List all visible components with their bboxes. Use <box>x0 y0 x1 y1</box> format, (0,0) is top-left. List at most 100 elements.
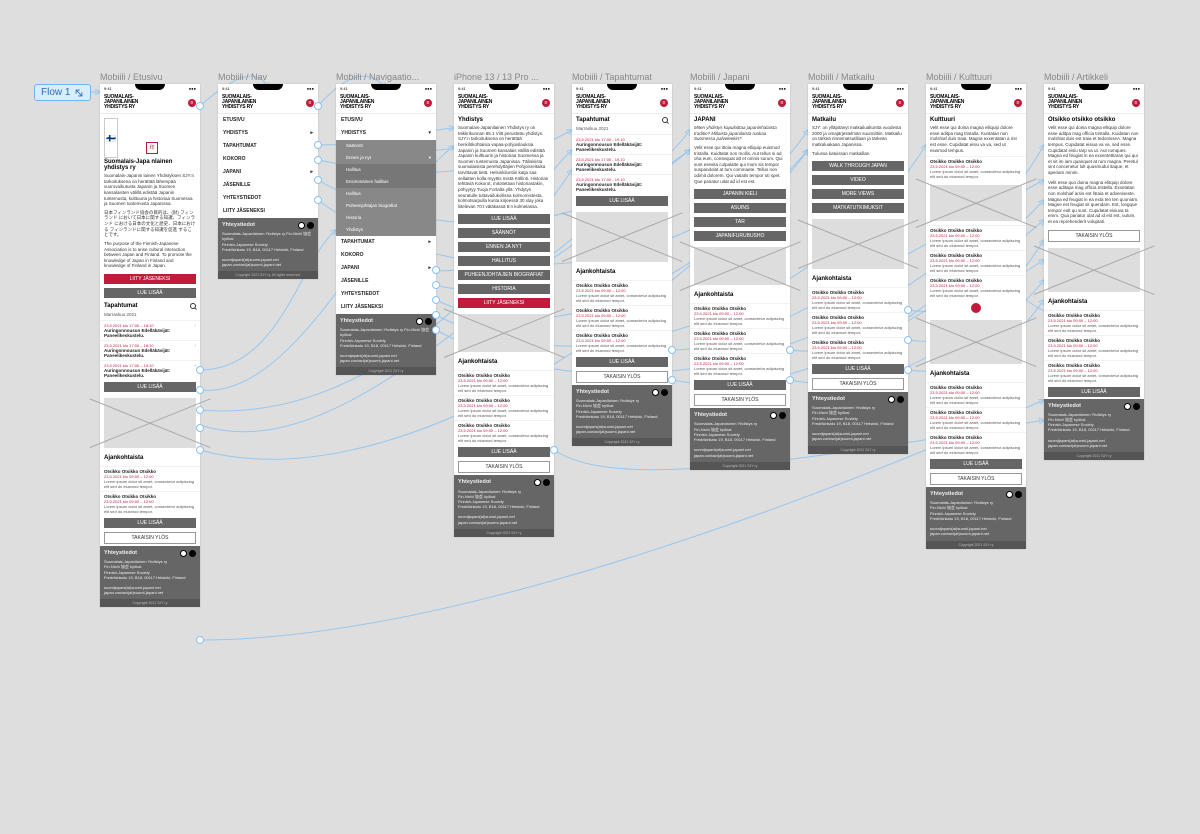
flow-node[interactable] <box>432 296 440 304</box>
more-button[interactable]: LUE LISÄÄ <box>694 380 786 390</box>
news-item[interactable]: Otsikko Otsikko Otsikko23.5.2021 klo 09:… <box>1044 360 1144 385</box>
flow-node[interactable] <box>786 346 794 354</box>
nav-item-jasenille[interactable]: JÄSENILLE <box>218 179 318 192</box>
news-item[interactable]: Otsikko Otsikko Otsikko23.5.2021 klo 09:… <box>454 420 554 445</box>
back-to-top-button[interactable]: TAKAISIN YLÖS <box>104 532 196 544</box>
flow-node[interactable] <box>196 386 204 394</box>
section-button[interactable]: TAR <box>694 217 786 227</box>
flow-node[interactable] <box>314 102 322 110</box>
flow-node[interactable] <box>196 406 204 414</box>
section-button[interactable]: MATKATUTKIMUKSIT <box>812 203 904 213</box>
nav-item-yhteystiedot[interactable]: YHTEYSTIEDOT <box>218 192 318 205</box>
menu-button[interactable]: ≡ <box>896 99 904 107</box>
nav-item-yhdistys[interactable]: YHDISTYS▸ <box>218 127 318 140</box>
news-item[interactable]: Otsikko Otsikko Otsikko23.5.2021 klo 09:… <box>690 328 790 353</box>
nav-item-etusivu[interactable]: ETUSIVU <box>218 114 318 127</box>
menu-button[interactable]: ≡ <box>542 99 550 107</box>
flow-node[interactable] <box>904 366 912 374</box>
frame-mobiili-navigaatio[interactable]: 9:41●●● SUOMALAIS-JAPANILAINENYHDISTYS R… <box>336 84 436 375</box>
news-item[interactable]: Otsikko Otsikko Otsikko23.5.2021 klo 09:… <box>454 395 554 420</box>
event-item[interactable]: 23.5.2021 klo 17:00 - 19.10Auringonnousu… <box>572 154 672 174</box>
flow-node[interactable] <box>432 266 440 274</box>
menu-button[interactable]: ≡ <box>1132 99 1140 107</box>
flow-node[interactable] <box>432 326 440 334</box>
nav-item[interactable]: KOKORO <box>336 249 436 262</box>
nav-item[interactable]: ETUSIVU <box>336 114 436 127</box>
nav-subitem[interactable]: Ensimmäinen hallitus <box>336 176 436 188</box>
flow-node[interactable] <box>314 141 322 149</box>
flow-node[interactable] <box>786 376 794 384</box>
section-button[interactable]: WALK THROUGH JAPAN <box>812 161 904 171</box>
more-button[interactable]: LUE LISÄÄ <box>458 214 550 224</box>
section-button[interactable]: JAPANIFURUBUSHO <box>694 231 786 241</box>
frame-mobiili-japani[interactable]: 9:41●●● SUOMALAIS-JAPANILAINENYHDISTYS R… <box>690 84 790 470</box>
more-button[interactable]: LUE LISÄÄ <box>1048 387 1140 397</box>
news-item[interactable]: Otsikko Otsikko Otsikko23.5.2021 klo 09:… <box>926 275 1026 300</box>
back-to-top-button[interactable]: TAKAISIN YLÖS <box>930 473 1022 485</box>
more-button[interactable]: LUE LISÄÄ <box>576 357 668 367</box>
menu-button[interactable]: ≡ <box>660 99 668 107</box>
join-button[interactable]: LIITY JÄSENEKSI <box>104 274 196 284</box>
more-button[interactable]: LUE LISÄÄ <box>458 447 550 457</box>
news-item[interactable]: Otsikko Otsikko Otsikko23.5.2021 klo 09:… <box>808 312 908 337</box>
section-button[interactable]: MORE VIEWS <box>812 189 904 199</box>
menu-button[interactable]: ≡ <box>778 99 786 107</box>
news-item[interactable]: Otsikko Otsikko Otsikko23.5.2021 klo 09:… <box>572 330 672 355</box>
section-button[interactable]: ENNEN JA NYT <box>458 242 550 252</box>
back-to-top-button[interactable]: TAKAISIN YLÖS <box>458 461 550 473</box>
more-button[interactable]: LUE LISÄÄ <box>576 196 668 206</box>
nav-subitem[interactable]: Ennen ja nyt▾ <box>336 152 436 164</box>
flow-node[interactable] <box>196 366 204 374</box>
nav-item-tapahtumat[interactable]: TAPAHTUMAT <box>218 140 318 153</box>
section-button[interactable]: VIDEO <box>812 175 904 185</box>
news-item[interactable]: Otsikko Otsikko Otsikko23.5.2021 klo 09:… <box>808 337 908 362</box>
nav-item[interactable]: TAPAHTUMAT▸ <box>336 236 436 249</box>
search-icon[interactable] <box>180 550 187 557</box>
section-button[interactable]: JAPANIN KIELI <box>694 189 786 199</box>
flow-node[interactable] <box>432 311 440 319</box>
flow-node[interactable] <box>668 376 676 384</box>
frame-mobiili-tapahtumat[interactable]: 9:41●●● SUOMALAIS-JAPANILAINENYHDISTYS R… <box>572 84 672 446</box>
news-item[interactable]: Otsikko Otsikko Otsikko23.5.2021 klo 09:… <box>454 370 554 395</box>
news-item[interactable]: Otsikko Otsikko Otsikko23.5.2021 klo 09:… <box>926 225 1026 250</box>
menu-button[interactable]: ≡ <box>306 99 314 107</box>
section-button[interactable]: PUHEENJOHTAJIEN BIOGRAFIAT <box>458 270 550 280</box>
news-item[interactable]: Otsikko Otsikko Otsikko23.5.2021 klo 09:… <box>100 491 200 516</box>
flow-node[interactable] <box>196 446 204 454</box>
search-icon[interactable] <box>190 303 196 309</box>
more-button[interactable]: LUE LISÄÄ <box>930 459 1022 469</box>
news-item[interactable]: Otsikko Otsikko Otsikko23.5.2021 klo 09:… <box>926 432 1026 457</box>
news-item[interactable]: Otsikko Otsikko Otsikko23.5.2021 klo 09:… <box>572 305 672 330</box>
menu-button[interactable]: ≡ <box>1014 99 1022 107</box>
facebook-icon[interactable] <box>307 222 314 229</box>
news-item[interactable]: Otsikko Otsikko Otsikko23.5.2021 klo 09:… <box>100 466 200 491</box>
nav-item-liity[interactable]: LIITY JÄSENEKSI <box>218 205 318 218</box>
flow-node[interactable] <box>314 196 322 204</box>
event-item[interactable]: ›23.5.2021 klo 17:00 – 19:10Auringonnous… <box>100 360 200 380</box>
nav-subitem[interactable]: Hallitus <box>336 188 436 200</box>
back-to-top-button[interactable]: TAKAISIN YLÖS <box>694 394 786 406</box>
news-item[interactable]: Otsikko Otsikko Otsikko23.5.2021 klo 09:… <box>572 280 672 305</box>
nav-subitem[interactable]: Historia <box>336 212 436 224</box>
nav-item[interactable]: LIITY JÄSENEKSI <box>336 301 436 314</box>
flow-node[interactable] <box>432 281 440 289</box>
section-button[interactable]: HISTORIA <box>458 284 550 294</box>
more-button[interactable]: LUE LISÄÄ <box>812 364 904 374</box>
social-icons[interactable] <box>180 550 196 557</box>
frame-mobiili-etusivu[interactable]: 9:41●●● SUOMALAIS-JAPANILAINENYHDISTYS R… <box>100 84 200 607</box>
news-item[interactable]: Otsikko Otsikko Otsikko23.5.2021 klo 09:… <box>808 287 908 312</box>
event-item[interactable]: ›23.5.2021 klo 17:00 – 18:10Auringonnous… <box>100 340 200 360</box>
nav-subitem[interactable]: Säännöt <box>336 140 436 152</box>
frame-mobiili-nav[interactable]: 9:41●●● SUOMALAIS-JAPANILAINENYHDISTYS R… <box>218 84 318 279</box>
flow-node[interactable] <box>314 176 322 184</box>
menu-button[interactable]: ≡ <box>188 99 196 107</box>
flow-node[interactable] <box>196 424 204 432</box>
nav-item-kokoro[interactable]: KOKORO <box>218 153 318 166</box>
news-item[interactable]: Otsikko Otsikko Otsikko23.5.2021 klo 09:… <box>926 407 1026 432</box>
frame-iphone-yhdistys[interactable]: 9:41●●● SUOMALAIS-JAPANILAINENYHDISTYS R… <box>454 84 554 537</box>
news-item[interactable]: Otsikko Otsikko Otsikko23.5.2021 klo 09:… <box>690 353 790 378</box>
more-button[interactable]: LUE LISÄÄ <box>104 382 196 392</box>
nav-subitem[interactable]: Hallitus <box>336 164 436 176</box>
flow-node[interactable] <box>314 156 322 164</box>
nav-subitem[interactable]: Puheenjohtajan biografiat <box>336 200 436 212</box>
